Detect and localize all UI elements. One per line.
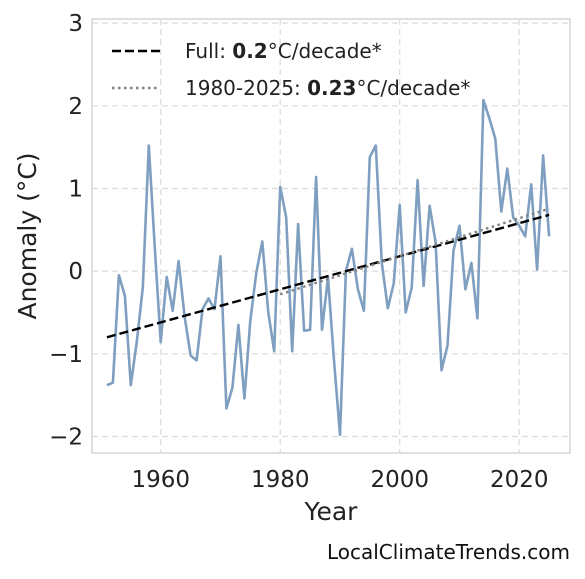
- legend: Full: 0.2°C/decade* 1980-2025: 0.23°C/de…: [112, 39, 470, 100]
- legend-recent-prefix: 1980-2025:: [185, 76, 307, 100]
- x-tick-label-1960: 1960: [131, 467, 190, 493]
- legend-recent-suffix: °C/decade*: [356, 76, 470, 100]
- x-tick-label-1980: 1980: [251, 467, 310, 493]
- series-line-1980-2025: [279, 207, 550, 296]
- legend-entry-full: Full: 0.2°C/decade*: [185, 39, 382, 63]
- y-tick-label-3: 1: [68, 176, 83, 202]
- y-tick-label-1: −1: [49, 342, 83, 368]
- plot-area: [91, 18, 571, 454]
- y-tick-label-2: 0: [68, 259, 83, 285]
- legend-full-value: 0.2: [232, 39, 267, 63]
- y-tick-label-5: 3: [68, 11, 83, 37]
- y-tick-label-0: −2: [49, 424, 83, 450]
- legend-recent-value: 0.23: [307, 76, 356, 100]
- data-series: [106, 98, 551, 437]
- series-line-anomaly: [106, 98, 551, 437]
- watermark: LocalClimateTrends.com: [327, 540, 570, 564]
- y-axis-label: Anomaly (°C): [13, 152, 42, 319]
- grid: [92, 19, 570, 453]
- x-tick-label-2000: 2000: [370, 467, 429, 493]
- x-tick-label-2020: 2020: [490, 467, 549, 493]
- legend-full-prefix: Full:: [185, 39, 232, 63]
- tick-labels: 1960 1980 2000 2020 −2 −1 0 1 2 3: [49, 11, 548, 493]
- y-tick-label-4: 2: [68, 94, 83, 120]
- legend-full-suffix: °C/decade*: [268, 39, 382, 63]
- legend-entry-recent: 1980-2025: 0.23°C/decade*: [185, 76, 470, 100]
- x-axis-label: Year: [304, 497, 359, 526]
- series-line-full: [106, 213, 550, 339]
